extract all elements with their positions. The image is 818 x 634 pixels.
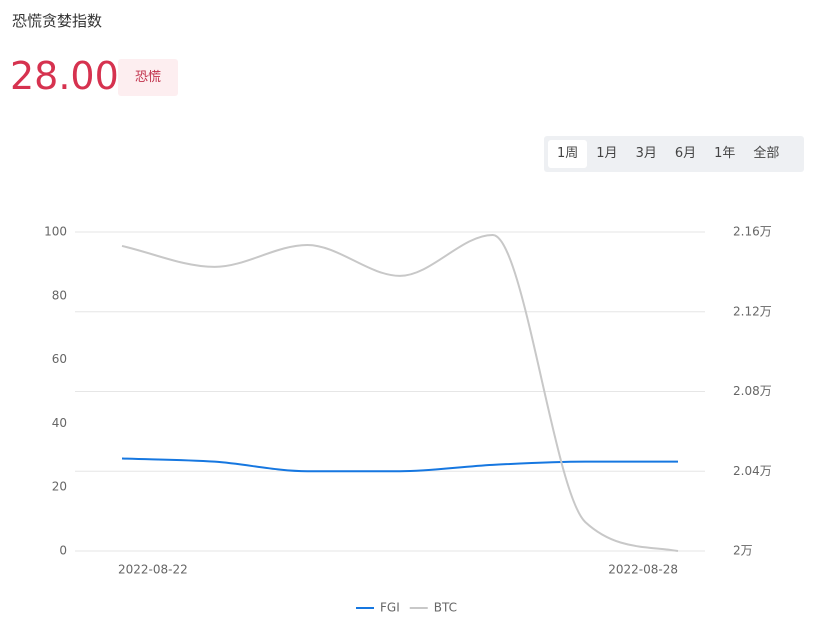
legend-label: BTC [434, 601, 457, 615]
y-tick-label: 100 [44, 225, 67, 239]
y2-tick-label: 2万 [733, 544, 753, 558]
y2-tick-label: 2.12万 [733, 304, 772, 318]
y-tick-label: 60 [52, 352, 67, 366]
y-tick-label: 20 [52, 480, 67, 494]
title: 恐慌贪婪指数 [12, 12, 103, 30]
y2-tick-label: 2.04万 [733, 464, 772, 478]
range-tabs: 1周 1月 3月 6月 1年 全部 [544, 136, 804, 172]
tab[interactable]: 全部 [753, 146, 780, 161]
tab[interactable]: 1年 [714, 146, 736, 161]
series-line [121, 457, 678, 473]
tab[interactable]: 1月 [596, 146, 618, 161]
sentiment-badge: 恐慌 [118, 59, 178, 96]
y2-tick-label: 2.16万 [733, 225, 772, 239]
tab[interactable]: 3月 [635, 146, 657, 161]
tab[interactable]: 6月 [674, 146, 697, 161]
y-tick-label: 0 [59, 544, 67, 558]
y2-tick-label: 2.08万 [733, 384, 772, 398]
x-tick-label: 2022-08-22 [118, 563, 188, 577]
legend-label: FGI [380, 601, 400, 615]
y-tick-label: 80 [52, 288, 67, 302]
x-tick-label: 2022-08-28 [608, 563, 678, 577]
y-tick-label: 40 [52, 416, 67, 430]
index-value: 28.00 [10, 54, 119, 98]
tab[interactable]: 1周 [548, 140, 588, 168]
series-line [121, 233, 679, 552]
